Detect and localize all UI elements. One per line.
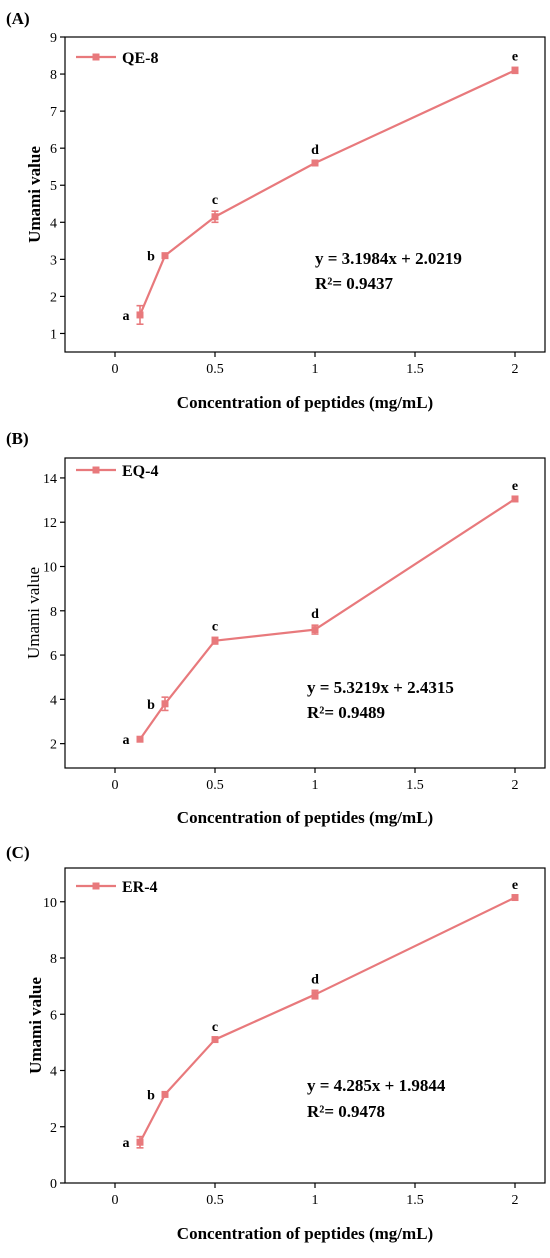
significance-letter: b (147, 250, 155, 265)
x-tick-label: 2 (512, 362, 519, 377)
significance-letter: a (123, 733, 130, 748)
y-tick-label: 14 (43, 472, 57, 487)
x-tick-label: 2 (512, 1193, 519, 1208)
r-squared: R²= 0.9478 (307, 1102, 385, 1121)
significance-letter: e (512, 49, 518, 64)
regression-equation: y = 4.285x + 1.9844 (307, 1076, 446, 1095)
data-point (136, 735, 144, 743)
x-tick-label: 1 (312, 778, 319, 793)
y-tick-label: 10 (43, 561, 57, 576)
x-tick-label: 0 (112, 778, 119, 793)
legend-marker (92, 466, 100, 474)
x-axis-label: Concentration of peptides (mg/mL) (177, 1224, 433, 1243)
y-tick-label: 6 (50, 649, 57, 664)
significance-letter: c (212, 1020, 218, 1035)
data-point (511, 66, 519, 74)
significance-letter: e (512, 878, 518, 893)
x-tick-label: 1 (312, 362, 319, 377)
x-tick-label: 0 (112, 362, 119, 377)
y-tick-label: 12 (43, 516, 57, 531)
x-tick-label: 1.5 (406, 778, 424, 793)
data-point (211, 1036, 219, 1044)
significance-letter: d (311, 972, 319, 987)
x-axis-label: Concentration of peptides (mg/mL) (177, 393, 433, 412)
y-tick-label: 9 (50, 31, 57, 46)
y-tick-label: 6 (50, 142, 57, 157)
x-axis-label: Concentration of peptides (mg/mL) (177, 808, 433, 827)
y-tick-label: 2 (50, 290, 57, 305)
x-tick-label: 0.5 (206, 778, 224, 793)
panel-label: (C) (6, 843, 30, 862)
y-tick-label: 1 (50, 327, 57, 342)
significance-letter: b (147, 1088, 155, 1103)
legend: QE-8 (76, 50, 158, 67)
y-tick-label: 7 (50, 105, 57, 120)
y-tick-label: 8 (50, 68, 57, 83)
y-axis-label: Umami value (24, 567, 43, 659)
significance-letter: d (311, 143, 319, 158)
significance-letter: e (512, 479, 518, 494)
data-point (136, 1138, 144, 1146)
r-squared: R²= 0.9489 (307, 703, 385, 722)
legend-marker (92, 53, 100, 61)
x-tick-label: 1.5 (406, 362, 424, 377)
data-point (161, 700, 169, 708)
regression-equation: y = 3.1984x + 2.0219 (315, 249, 462, 268)
x-tick-label: 2 (512, 778, 519, 793)
significance-letter: d (311, 607, 319, 622)
data-point (161, 252, 169, 260)
plot-frame (64, 867, 546, 1184)
y-tick-label: 2 (50, 738, 57, 753)
legend: EQ-4 (76, 463, 158, 480)
plot-frame (64, 36, 546, 353)
chart-panel-3: (C) 0 0.5 1 1.5 2 0 2 4 6 8 10 Concentration of pept… (6, 843, 546, 1243)
data-point (511, 495, 519, 503)
significance-letter: c (212, 193, 218, 208)
data-point (311, 626, 319, 634)
y-axis-label: Umami value (25, 146, 44, 243)
data-point (311, 991, 319, 999)
y-axis-label: Umami value (26, 977, 45, 1074)
y-tick-label: 3 (50, 253, 57, 268)
x-tick-label: 1.5 (406, 1193, 424, 1208)
legend-label: ER-4 (122, 879, 158, 896)
y-tick-label: 5 (50, 179, 57, 194)
data-point (211, 213, 219, 221)
significance-letter: c (212, 619, 218, 634)
y-tick-label: 0 (50, 1177, 57, 1192)
chart-panel-1: (A) 0 0.5 1 1.5 2 1 2 3 4 5 6 7 8 9 Concentration of pe… (6, 9, 546, 412)
data-point (311, 159, 319, 167)
y-tick-label: 8 (50, 605, 57, 620)
data-point (161, 1090, 169, 1098)
panel-label: (A) (6, 9, 30, 28)
significance-letter: b (147, 698, 155, 713)
y-tick-label: 4 (50, 693, 57, 708)
panel-label: (B) (6, 429, 29, 448)
r-squared: R²= 0.9437 (315, 274, 394, 293)
legend-marker (92, 882, 100, 890)
data-point (211, 637, 219, 645)
y-tick-label: 4 (50, 216, 57, 231)
legend-label: EQ-4 (122, 463, 158, 480)
x-tick-label: 1 (312, 1193, 319, 1208)
data-point (136, 311, 144, 319)
y-tick-label: 2 (50, 1121, 57, 1136)
legend-label: QE-8 (122, 50, 158, 67)
y-tick-label: 4 (50, 1065, 57, 1080)
y-tick-label: 6 (50, 1008, 57, 1023)
regression-equation: y = 5.3219x + 2.4315 (307, 678, 454, 697)
significance-letter: a (123, 1136, 130, 1151)
plot-frame (64, 457, 546, 769)
x-tick-label: 0.5 (206, 1193, 224, 1208)
data-point (511, 894, 519, 902)
x-tick-label: 0.5 (206, 362, 224, 377)
chart-panel-2: (B) 0 0.5 1 1.5 2 2 4 6 8 10 12 14 Concentration of p… (6, 429, 546, 827)
y-tick-label: 8 (50, 952, 57, 967)
significance-letter: a (123, 309, 130, 324)
y-tick-label: 10 (43, 896, 57, 911)
x-tick-label: 0 (112, 1193, 119, 1208)
legend: ER-4 (76, 879, 158, 896)
